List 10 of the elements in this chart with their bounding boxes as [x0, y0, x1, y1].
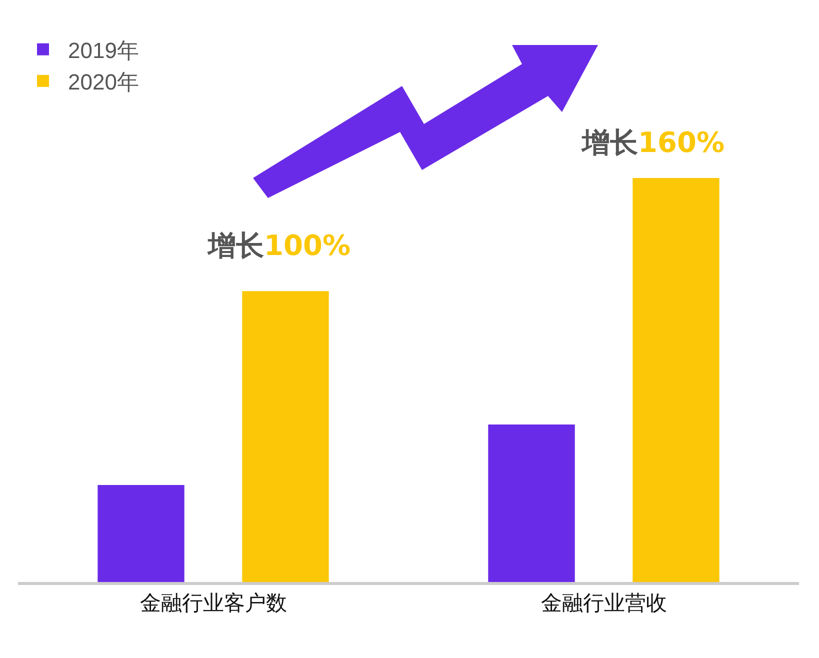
bar: [488, 424, 575, 582]
bar: [632, 178, 720, 582]
text: 增长160%: [580, 126, 725, 159]
bar: [98, 485, 184, 582]
legend-label: 2019年: [68, 38, 139, 63]
x-tick-label: 金融行业客户数: [140, 591, 287, 616]
annotation: 增长100%: [206, 229, 351, 262]
x-tick-label: 金融行业营收: [540, 591, 667, 616]
legend-label: 2020年: [68, 70, 139, 94]
bar: [242, 291, 329, 582]
